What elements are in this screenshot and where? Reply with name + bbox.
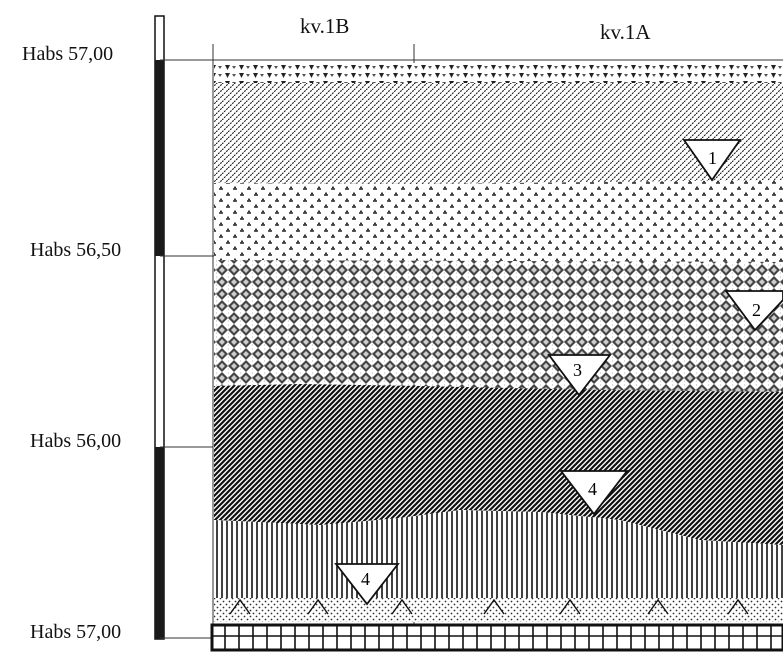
elevation-scale-bar bbox=[154, 15, 165, 640]
layer-1-dotted bbox=[214, 180, 783, 262]
layer-2-diamond bbox=[214, 260, 783, 392]
layer-4-sand bbox=[214, 598, 783, 622]
elevation-label-56-50: Habs 56,50 bbox=[30, 239, 122, 261]
layer-base bbox=[210, 623, 783, 652]
column-header-kv1b: kv.1B bbox=[300, 14, 350, 38]
layer-marker-4b: 4 bbox=[334, 563, 400, 606]
svg-text:2: 2 bbox=[752, 300, 761, 320]
layer-marker-1: 1 bbox=[682, 139, 742, 182]
layer-marker-4a: 4 bbox=[559, 470, 629, 516]
sand-caret-marks bbox=[229, 598, 749, 615]
column-header-kv1a: kv.1A bbox=[600, 20, 651, 44]
layer-top-sod bbox=[214, 63, 783, 83]
layer-3-dark-hatched bbox=[214, 384, 783, 545]
layer-marker-2: 2 bbox=[724, 290, 783, 332]
elevation-label-bottom: Habs 57,00 bbox=[30, 621, 122, 643]
layer-1-hatched bbox=[214, 83, 783, 184]
soil-layers bbox=[210, 63, 783, 652]
elevation-label-56-00: Habs 56,00 bbox=[30, 430, 122, 452]
svg-text:1: 1 bbox=[708, 148, 717, 168]
layer-marker-3: 3 bbox=[547, 354, 612, 397]
svg-text:3: 3 bbox=[573, 360, 582, 380]
svg-text:4: 4 bbox=[588, 479, 597, 499]
elevation-label-top: Habs 57,00 bbox=[22, 43, 114, 65]
svg-text:4: 4 bbox=[361, 569, 370, 589]
